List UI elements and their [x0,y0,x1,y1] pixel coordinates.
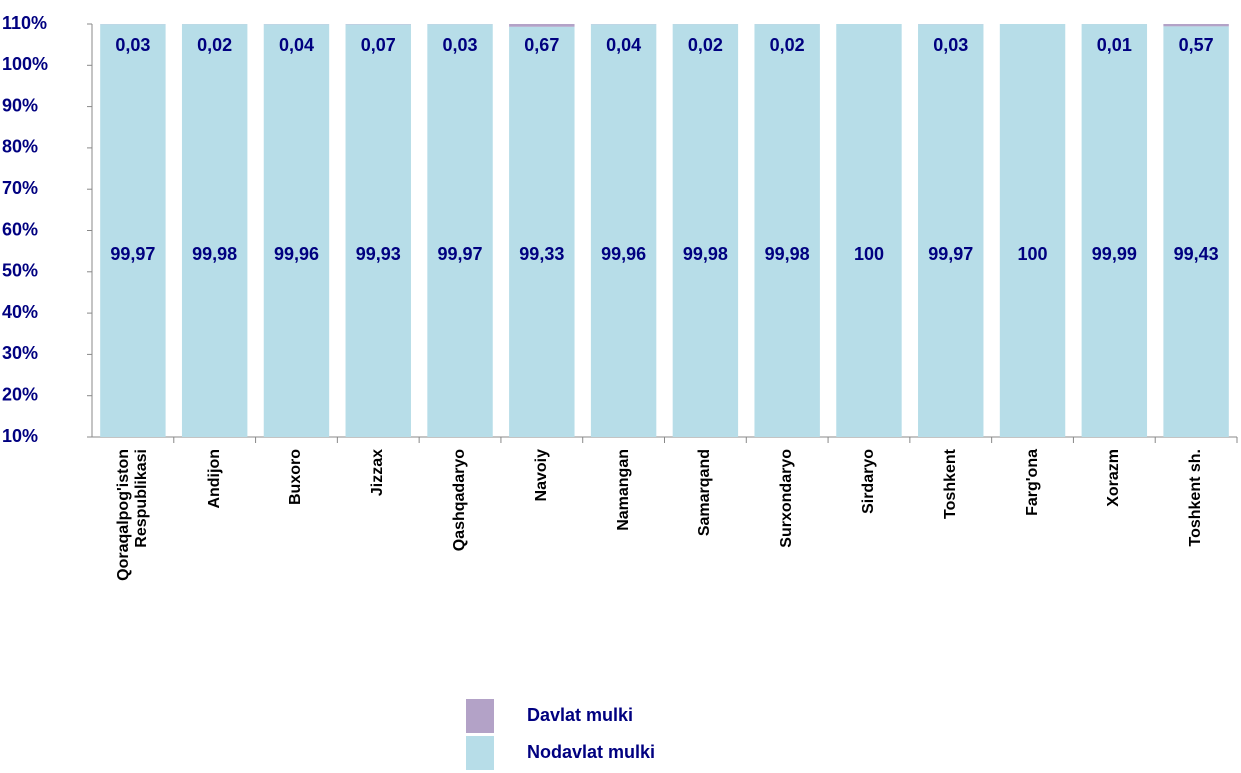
y-tick-label: 10% [2,426,38,446]
data-label: 0,03 [443,35,478,55]
x-tick-label: Qoraqalpog'iston Respublikasi [114,449,150,581]
data-label: 0,02 [688,35,723,55]
x-tick-label: Buxoro [287,449,305,505]
data-label: 99,96 [274,244,319,264]
data-label: 99,98 [683,244,728,264]
data-label: 99,97 [438,244,483,264]
data-label: 0,04 [606,35,641,55]
data-label: 99,98 [765,244,810,264]
data-label: 0,57 [1179,35,1214,55]
bar-segment [263,24,330,438]
y-tick-label: 60% [2,219,38,239]
legend-label: Davlat mulki [527,705,633,725]
data-label: 99,93 [356,244,401,264]
legend-swatch [466,699,494,733]
y-tick-label: 20% [2,384,38,404]
y-tick-label: 30% [2,343,38,363]
bar-segment [1081,24,1148,438]
x-tick-label: Surxondaryo [778,449,796,548]
bar-segment [1163,26,1229,438]
bar-segment [918,24,984,437]
x-tick-label: Qashqadaryo [451,449,469,552]
data-label: 0,02 [197,35,232,55]
data-label: 0,03 [115,35,150,55]
bar-segment [509,24,575,27]
data-label: 0,03 [933,35,968,55]
data-label: 99,33 [519,244,564,264]
data-label: 99,97 [110,244,155,264]
data-label: 99,43 [1174,244,1219,264]
x-tick-label: Sirdaryo [859,449,877,514]
y-tick-label: 80% [2,137,38,157]
bar-segment [754,24,820,437]
x-tick-label: Andijon [205,449,223,509]
x-tick-label: Samarqand [696,449,714,537]
bar-segment [836,24,902,437]
data-label: 99,99 [1092,244,1137,264]
x-tick-label: Xorazm [1105,449,1123,507]
x-tick-label: Navoiy [532,449,550,502]
data-label: 99,98 [192,244,237,264]
bar-segment [345,24,411,438]
data-label: 0,02 [770,35,805,55]
y-tick-label: 40% [2,302,38,322]
y-tick-label: 70% [2,178,38,198]
data-label: 100 [1018,244,1048,264]
bar-segment [672,24,739,437]
legend-label: Nodavlat mulki [527,742,655,762]
x-tick-label: Namangan [614,449,632,531]
y-tick-label: 50% [2,261,38,281]
bar-segment [100,24,166,437]
y-tick-label: 90% [2,95,38,115]
data-label: 0,67 [524,35,559,55]
data-label: 0,07 [361,35,396,55]
bar-segment [509,26,575,438]
data-label: 99,96 [601,244,646,264]
data-label: 0,01 [1097,35,1132,55]
x-tick-label: Farg'ona [1023,449,1041,516]
y-tick-label: 100% [2,54,48,74]
legend-swatch [466,736,494,770]
data-label: 100 [854,244,884,264]
x-tick-label: Toshkent sh. [1187,449,1205,547]
bar-segment [1163,24,1229,27]
data-label: 0,04 [279,35,314,55]
x-tick-label: Toshkent [941,449,959,519]
bar-segment [590,24,657,438]
bar-segment [181,24,248,437]
y-tick-label: 110% [2,13,47,33]
bar-segment [999,24,1066,437]
x-tick-label: Jizzax [369,449,387,497]
bar-segment [427,24,493,437]
data-label: 99,97 [928,244,973,264]
